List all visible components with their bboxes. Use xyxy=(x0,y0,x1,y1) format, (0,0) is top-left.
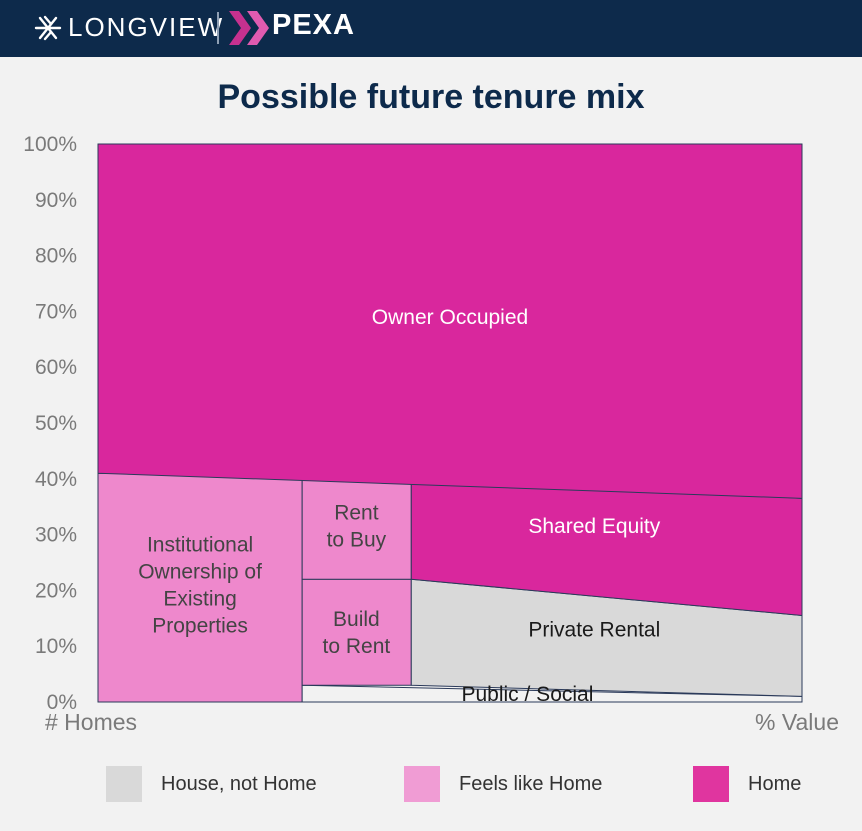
y-tick-label: 20% xyxy=(35,579,77,602)
y-tick-label: 90% xyxy=(35,189,77,212)
legend-label-home: Home xyxy=(748,773,802,795)
y-tick-label: 50% xyxy=(35,412,77,435)
x-label-value: % Value xyxy=(755,709,839,735)
brand-divider xyxy=(217,12,219,44)
pexa-brand: PEXA xyxy=(272,9,355,41)
segment-owner-occupied xyxy=(97,143,803,499)
x-label-homes: # Homes xyxy=(45,709,137,735)
segment-label-rent-to-buy: Rent to Buy xyxy=(327,502,387,552)
legend-item-feels-like-home: Feels like Home xyxy=(404,766,644,802)
legend-swatch-feels-like-home xyxy=(404,766,440,802)
header-bar: LONGVIEW PEXA xyxy=(0,0,862,57)
segment-label-institutional-ownership-of-existing-properties: Institutional Ownership of Existing Propert… xyxy=(138,533,262,637)
legend-item-home: Home xyxy=(693,766,833,802)
y-tick-label: 0% xyxy=(47,691,77,714)
segment-build-to-rent xyxy=(301,578,412,686)
y-tick-label: 80% xyxy=(35,245,77,268)
legend-label-house-not-home: House, not Home xyxy=(161,773,317,795)
y-tick-label: 100% xyxy=(23,133,77,156)
segment-label-build-to-rent: Build to Rent xyxy=(323,608,391,658)
legend-swatch-house-not-home xyxy=(106,766,142,802)
legend-swatch-home xyxy=(693,766,729,802)
pexa-x-logo-icon xyxy=(229,11,269,45)
segment-label-private-rental: Private Rental xyxy=(528,618,660,641)
y-tick-label: 40% xyxy=(35,468,77,491)
longview-logo-icon xyxy=(34,15,62,41)
longview-brand: LONGVIEW xyxy=(68,12,225,42)
legend-label-feels-like-home: Feels like Home xyxy=(459,773,603,795)
segment-rent-to-buy xyxy=(301,475,412,580)
segment-label-shared-equity: Shared Equity xyxy=(528,515,660,538)
segment-label-owner-occupied: Owner Occupied xyxy=(372,306,528,329)
segment-label-public-social: Public / Social xyxy=(461,683,593,706)
chart-title: Possible future tenure mix xyxy=(217,78,645,116)
y-tick-label: 10% xyxy=(35,635,77,658)
y-tick-label: 30% xyxy=(35,524,77,547)
y-tick-label: 70% xyxy=(35,300,77,323)
y-tick-label: 60% xyxy=(35,356,77,379)
legend-item-house-not-home: House, not Home xyxy=(106,766,356,802)
